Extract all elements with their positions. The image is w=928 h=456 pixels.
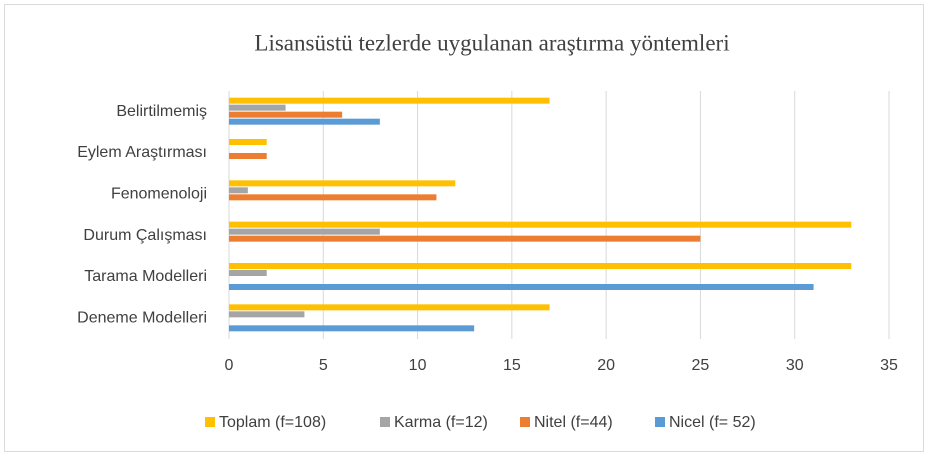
x-tick-label: 35	[880, 357, 898, 374]
y-tick-label: Tarama Modelleri	[84, 268, 207, 285]
x-tick-label: 25	[692, 357, 710, 374]
y-tick-label: Belirtilmemiş	[116, 103, 207, 120]
bar	[229, 284, 814, 290]
bar	[229, 221, 852, 228]
bar	[229, 228, 380, 235]
bar	[229, 235, 701, 242]
bar	[229, 194, 437, 201]
chart-title: Lisansüstü tezlerde uygulanan araştırma …	[254, 30, 729, 55]
legend-swatch	[655, 417, 665, 427]
x-tick-label: 30	[786, 357, 804, 374]
y-tick-label: Eylem Araştırması	[77, 144, 207, 161]
bar	[229, 325, 475, 332]
bar	[229, 111, 343, 118]
legend-label: Nitel (f=44)	[534, 414, 613, 431]
x-tick-label: 0	[225, 357, 234, 374]
legend-swatch	[380, 417, 390, 427]
bar	[229, 104, 286, 111]
bar	[229, 270, 267, 276]
legend-label: Toplam (f=108)	[219, 414, 326, 431]
x-tick-label: 20	[597, 357, 615, 374]
y-tick-label: Durum Çalışması	[83, 227, 207, 244]
bar	[229, 97, 550, 104]
bar	[229, 180, 456, 187]
bar	[229, 311, 305, 318]
y-tick-label: Fenomenoloji	[111, 186, 207, 203]
y-tick-label: Deneme Modelleri	[77, 310, 207, 327]
legend-swatch	[520, 417, 530, 427]
legend-label: Karma (f=12)	[394, 414, 488, 431]
bar	[229, 304, 550, 311]
bar	[229, 118, 380, 125]
bar	[229, 153, 267, 159]
bar	[229, 187, 248, 194]
bar	[229, 139, 267, 145]
legend-label: Nicel (f= 52)	[669, 414, 756, 431]
chart-frame	[4, 4, 924, 452]
x-tick-label: 10	[409, 357, 427, 374]
legend-swatch	[205, 417, 215, 427]
bar	[229, 263, 852, 269]
x-tick-label: 5	[319, 357, 328, 374]
x-tick-label: 15	[503, 357, 521, 374]
